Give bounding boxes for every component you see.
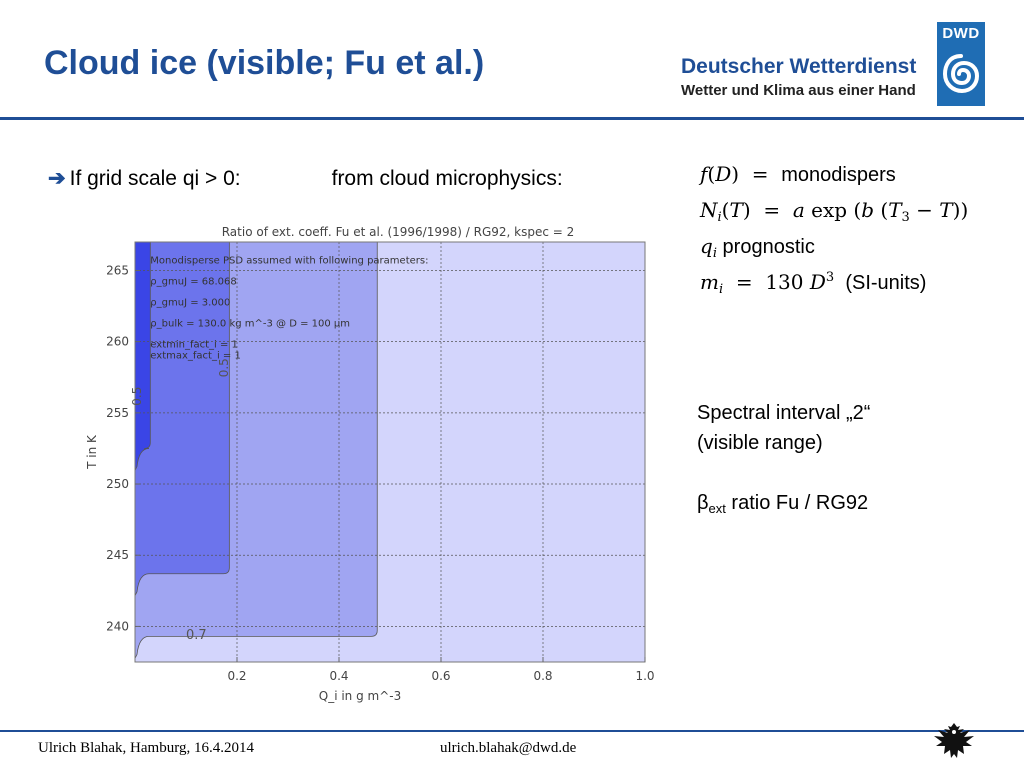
org-name: Deutscher Wetterdienst bbox=[681, 55, 917, 78]
qi-label: prognostic bbox=[722, 236, 815, 258]
spectral-line-1: Spectral interval „2“ bbox=[697, 402, 871, 424]
formula-psd: f(D) = monodispers bbox=[700, 162, 896, 186]
y-tick-label-4: 260 bbox=[106, 335, 129, 349]
contour-region-3 bbox=[134, 241, 230, 596]
y-tick-label-5: 265 bbox=[106, 263, 129, 277]
spectral-line-2: (visible range) bbox=[697, 432, 823, 454]
formula-mass: mi = 130 D3 (SI-units) bbox=[700, 270, 927, 297]
beta-ratio-line: βext ratio Fu / RG92 bbox=[697, 492, 869, 516]
contour-region-4 bbox=[134, 241, 151, 471]
annotation-line-2: ρ_gmuJ = 68.068 bbox=[150, 276, 236, 287]
y-tick-label-0: 240 bbox=[106, 619, 129, 633]
plot-frame bbox=[134, 241, 646, 663]
federal-eagle-icon bbox=[934, 723, 974, 758]
contour-label-3: 0.5 bbox=[130, 387, 144, 406]
bullet-condition: If grid scale qi > 0: bbox=[69, 167, 241, 190]
spectral-info: Spectral interval „2“ (visible range) βe… bbox=[697, 398, 870, 524]
annotation-line-6: extmax_fact_i = 1 bbox=[150, 350, 241, 361]
annotation-line-3: ρ_gmuJ = 3.000 bbox=[150, 297, 230, 308]
logo-abbr: DWD bbox=[942, 25, 980, 42]
y-tick-label-2: 250 bbox=[106, 477, 129, 491]
footer-rule bbox=[0, 730, 1024, 732]
org-tagline: Wetter und Klima aus einer Hand bbox=[681, 82, 916, 99]
footer-email: ulrich.blahak@dwd.de bbox=[440, 740, 577, 756]
formula-qi: qi prognostic bbox=[700, 234, 815, 261]
x-tick-label-1: 0.4 bbox=[329, 669, 348, 683]
psd-label: monodispers bbox=[781, 164, 896, 186]
x-tick-label-0: 0.2 bbox=[227, 669, 246, 683]
mi-label: (SI-units) bbox=[845, 272, 927, 294]
x-tick-label-4: 1.0 bbox=[635, 669, 654, 683]
annotation-line-5: extmin_fact_i = 1 bbox=[150, 339, 238, 350]
contour-label-2: 0.5 bbox=[217, 358, 231, 377]
x-tick-label-2: 0.6 bbox=[431, 669, 450, 683]
chart-title: Ratio of ext. coeff. Fu et al. (1996/199… bbox=[222, 225, 575, 239]
arrow-right-icon: ➔ bbox=[48, 167, 66, 190]
x-axis-label: Q_i in g m^-3 bbox=[319, 689, 402, 703]
y-tick-label-3: 255 bbox=[106, 406, 129, 420]
y-axis-label: T in K bbox=[85, 434, 99, 470]
bullet-item: ➔ If grid scale qi > 0: from cloud microph… bbox=[48, 166, 563, 191]
formula-number: Ni(T) = a exp (b (T3 − T)) bbox=[700, 198, 969, 225]
annotation-line-4: ρ_bulk = 130.0 kg m^-3 @ D = 100 μm bbox=[150, 318, 350, 329]
bullet-source: from cloud microphysics: bbox=[331, 167, 563, 190]
y-tick-label-1: 245 bbox=[106, 548, 129, 562]
x-tick-label-3: 0.8 bbox=[533, 669, 552, 683]
header-rule bbox=[0, 117, 1024, 120]
dwd-logo: DWD bbox=[937, 22, 985, 106]
slide-title: Cloud ice (visible; Fu et al.) bbox=[44, 44, 485, 82]
footer-author: Ulrich Blahak, Hamburg, 16.4.2014 bbox=[38, 740, 254, 756]
ratio-contour-chart: 0.2 0.4 0.6 0.8 1.0 240 245 250 255 260 265 Ratio o… bbox=[85, 225, 655, 703]
contour-label-1: 0.7 bbox=[186, 628, 207, 643]
dwd-swirl-icon bbox=[942, 54, 980, 94]
formula-block: f(D) = monodispers Ni(T) = a exp (b (T3 … bbox=[700, 162, 968, 306]
dwd-wordmark: Deutscher Wetterdienst Wetter und Klima … bbox=[681, 56, 916, 98]
annotation-line-1: Monodisperse PSD assumed with following … bbox=[150, 255, 428, 266]
